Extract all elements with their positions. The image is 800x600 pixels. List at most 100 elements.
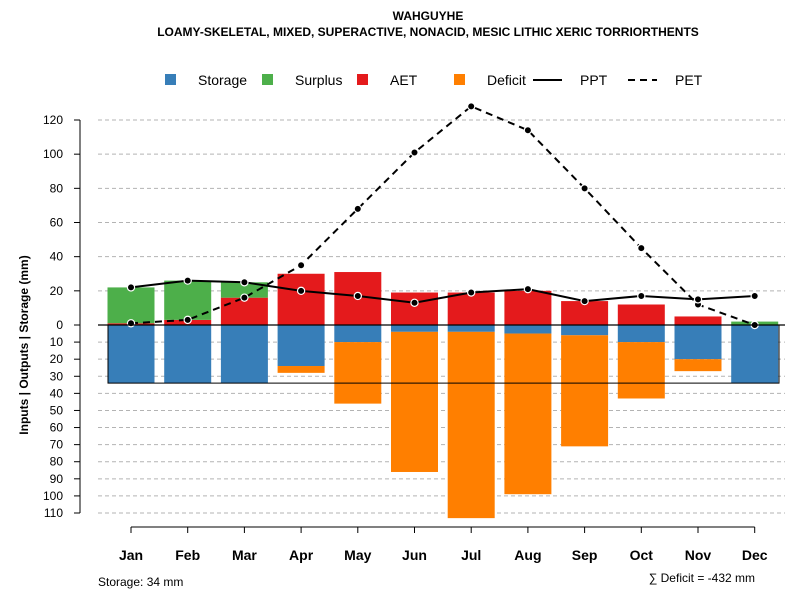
legend-label-storage: Storage (198, 72, 247, 88)
bar-deficit-jul (447, 331, 495, 519)
ppt-point-aug (523, 284, 533, 294)
y-tick-label: 110 (44, 506, 63, 520)
ppt-point-feb (183, 276, 192, 285)
ppt-point-nov (693, 295, 703, 304)
ppt-point-jul (467, 288, 476, 297)
deficit-footnote: ∑ Deficit = -432 mm (649, 571, 755, 585)
legend-label-pet: PET (675, 72, 703, 88)
ppt-point-dec (750, 291, 759, 301)
pet-point-oct (637, 243, 646, 253)
y-tick-label: 50 (50, 403, 64, 417)
ppt-point-mar (240, 278, 249, 287)
x-tick-label-may: May (344, 547, 371, 563)
y-tick-label: 60 (50, 421, 64, 435)
pet-point-jun (410, 148, 419, 157)
x-tick-label-aug: Aug (514, 547, 541, 563)
y-tick-label: 0 (56, 318, 63, 332)
bar-aet-mar (220, 297, 268, 325)
x-tick-label-jul: Jul (461, 547, 481, 563)
bar-surplus-mar (220, 282, 268, 298)
legend-swatch-storage (165, 74, 176, 85)
legend-label-aet: AET (390, 72, 418, 88)
pet-point-jul (467, 102, 476, 111)
storage-capacity-box (107, 324, 780, 384)
bar-deficit-sep (561, 335, 609, 447)
x-tick-label-oct: Oct (630, 547, 654, 563)
ppt-point-jun (410, 298, 419, 307)
bar-surplus-jan (107, 287, 155, 324)
bar-storage-apr (277, 325, 325, 367)
legend-swatch-surplus (262, 74, 273, 85)
ppt-point-apr (296, 286, 306, 296)
bar-storage-jan (107, 325, 155, 384)
legend-label-deficit: Deficit (487, 72, 526, 88)
ppt-point-may (353, 291, 362, 301)
bar-deficit-jun (391, 331, 438, 472)
pet-point-apr (296, 261, 306, 270)
bar-storage-nov (674, 325, 722, 360)
y-tick-label: 120 (43, 113, 63, 127)
y-tick-label: 100 (43, 147, 63, 161)
bar-aet-jul (447, 292, 495, 325)
pet-point-feb (183, 315, 192, 325)
bar-storage-mar (220, 325, 268, 384)
y-tick-label: 20 (50, 352, 64, 366)
bar-aet-nov (674, 316, 722, 325)
y-tick-label: 70 (50, 438, 64, 452)
y-tick-label: 80 (50, 455, 64, 469)
ppt-point-oct (637, 291, 646, 301)
x-tick-label-sep: Sep (572, 547, 598, 563)
pet-point-jan (126, 319, 136, 328)
x-tick-label-apr: Apr (289, 547, 314, 563)
x-tick-label-jan: Jan (119, 547, 143, 563)
bar-deficit-oct (617, 342, 665, 399)
bar-deficit-aug (504, 333, 552, 495)
storage-footnote: Storage: 34 mm (98, 575, 183, 589)
bar-storage-oct (617, 325, 665, 343)
y-tick-label: 20 (50, 284, 64, 298)
bar-storage-feb (164, 325, 212, 384)
x-tick-label-dec: Dec (742, 547, 768, 563)
legend-label-ppt: PPT (580, 72, 608, 88)
bar-aet-sep (561, 301, 609, 325)
pet-point-sep (580, 184, 589, 193)
chart-subtitle: LOAMY-SKELETAL, MIXED, SUPERACTIVE, NONA… (157, 25, 699, 39)
y-axis-label: Inputs | Outputs | Storage (mm) (17, 255, 31, 434)
bar-storage-aug (504, 325, 552, 334)
ppt-point-jan (126, 283, 136, 292)
legend-swatch-aet (357, 74, 368, 85)
gridlines (98, 119, 785, 514)
bar-storage-jul (447, 325, 495, 332)
bar-aet-apr (277, 273, 325, 325)
y-tick-label: 40 (50, 386, 64, 400)
ppt-line (130, 279, 755, 304)
legend-swatch-deficit (454, 74, 465, 85)
bar-aet-aug (504, 290, 552, 325)
bars (107, 272, 779, 519)
bar-storage-dec (731, 325, 779, 384)
y-tick-label: 90 (50, 472, 64, 486)
x-tick-label-mar: Mar (232, 547, 257, 563)
y-tick-label: 80 (50, 181, 64, 195)
bar-deficit-may (334, 342, 382, 404)
chart-title: WAHGUYHE (393, 9, 464, 23)
bar-deficit-nov (674, 359, 722, 372)
bar-aet-oct (617, 304, 665, 325)
pet-point-may (353, 204, 362, 214)
y-tick-label: 30 (50, 369, 64, 383)
pet-line (130, 105, 756, 326)
x-tick-label-feb: Feb (175, 547, 200, 563)
legend: Storage Surplus AET Deficit PPT PET (165, 72, 703, 88)
bar-aet-jun (391, 292, 438, 325)
y-tick-label: 40 (50, 250, 64, 264)
ppt-point-sep (580, 296, 589, 306)
y-tick-label: 100 (43, 489, 63, 503)
legend-label-surplus: Surplus (295, 72, 342, 88)
bar-deficit-apr (277, 366, 325, 373)
y-tick-label: 10 (50, 335, 64, 349)
y-tick-label: 60 (50, 216, 64, 230)
axes: 0 20 40 60 80 100 120 10 20 30 40 50 60 70 80 90 100 110 J… (43, 113, 785, 563)
pet-point-mar (240, 293, 249, 302)
bar-storage-jun (391, 325, 438, 332)
